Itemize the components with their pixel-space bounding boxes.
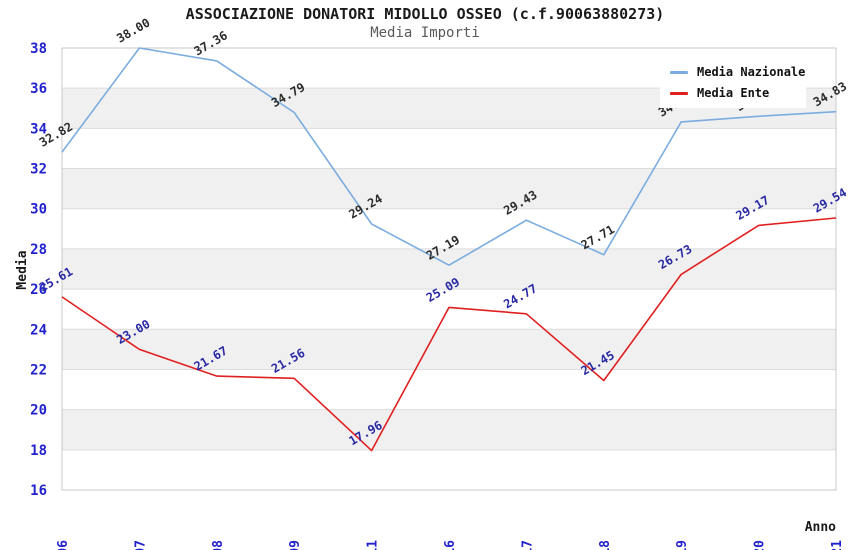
legend-label: Media Ente <box>697 86 770 100</box>
y-tick-label: 16 <box>30 483 47 499</box>
stripe-band <box>62 329 836 370</box>
point-label: 38.00 <box>114 15 152 45</box>
stripe-band <box>62 248 836 290</box>
y-tick-label: 30 <box>30 202 47 218</box>
y-axis-title: Media <box>15 250 30 289</box>
legend-label: Media Nazionale <box>697 65 806 79</box>
legend-item-media-ente: Media Ente <box>670 86 796 100</box>
y-tick-label: 24 <box>30 322 47 338</box>
x-tick-label: 2009 <box>288 540 303 550</box>
chart-title: ASSOCIAZIONE DONATORI MIDOLLO OSSEO (c.f… <box>185 5 665 23</box>
point-label: 27.71 <box>579 222 617 252</box>
x-tick-label: 2006 <box>56 540 71 550</box>
x-tick-label: 2019 <box>675 540 690 550</box>
x-tick-label: 2021 <box>830 540 845 550</box>
series-line-media-nazionale <box>61 47 837 267</box>
y-tick-label: 22 <box>30 362 47 378</box>
legend-item-media-nazionale: Media Nazionale <box>670 65 805 79</box>
legend-swatch-ente-icon <box>670 91 688 95</box>
x-tick-label: 2016 <box>443 540 458 550</box>
y-tick-label: 32 <box>30 162 47 178</box>
y-tick-label: 28 <box>30 242 47 258</box>
stripe-band <box>62 409 836 450</box>
plot-border <box>61 47 837 491</box>
x-tick-label: 2017 <box>520 540 535 550</box>
x-tick-label: 2011 <box>366 540 381 550</box>
y-tick-label: 20 <box>30 403 47 419</box>
chart-subtitle: Media Importi <box>370 25 480 41</box>
x-tick-label: 2008 <box>211 540 226 550</box>
x-tick-label: 2007 <box>133 540 148 550</box>
stripe-band <box>62 168 836 209</box>
y-tick-label: 18 <box>30 443 47 459</box>
x-axis-title: Anno <box>805 520 836 535</box>
y-tick-label: 26 <box>30 282 47 298</box>
legend: Media Nazionale Media Ente <box>660 57 806 108</box>
legend-swatch-nazionale-icon <box>670 70 688 74</box>
point-label: 37.36 <box>192 28 230 58</box>
x-tick-label: 2020 <box>753 540 768 550</box>
y-tick-label: 38 <box>30 41 47 57</box>
y-tick-label: 34 <box>30 121 47 137</box>
y-tick-label: 36 <box>30 81 47 97</box>
point-label: 25.61 <box>37 264 75 294</box>
series-line-media-ente <box>61 217 837 452</box>
